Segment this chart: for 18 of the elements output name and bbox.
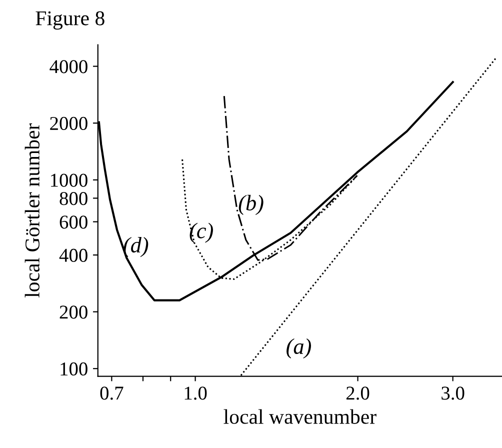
y-tick-label: 600 xyxy=(60,216,88,229)
series-label: (b) xyxy=(238,194,264,215)
y-tick-label: 800 xyxy=(60,192,88,206)
y-tick-label: 100 xyxy=(60,362,88,376)
y-axis-title: local Görtler number xyxy=(24,123,40,298)
y-tick-label: 400 xyxy=(59,248,88,262)
y-tick-label: 200 xyxy=(60,306,88,319)
x-tick-label: 3.0 xyxy=(442,386,464,400)
y-tick-label: 1000 xyxy=(50,174,88,187)
y-tick-label: 4000 xyxy=(50,60,88,74)
x-tick-label: 0.7 xyxy=(100,386,124,400)
series-label: (c) xyxy=(190,222,213,243)
x-tick-label: 1.0 xyxy=(184,386,207,400)
chart-title: Figure 8 xyxy=(36,11,104,30)
x-tick-label: 2.0 xyxy=(346,386,370,400)
x-axis-title: local wavenumber xyxy=(224,409,376,424)
series-label: (a) xyxy=(286,338,312,359)
y-tick-label: 2000 xyxy=(50,116,88,130)
